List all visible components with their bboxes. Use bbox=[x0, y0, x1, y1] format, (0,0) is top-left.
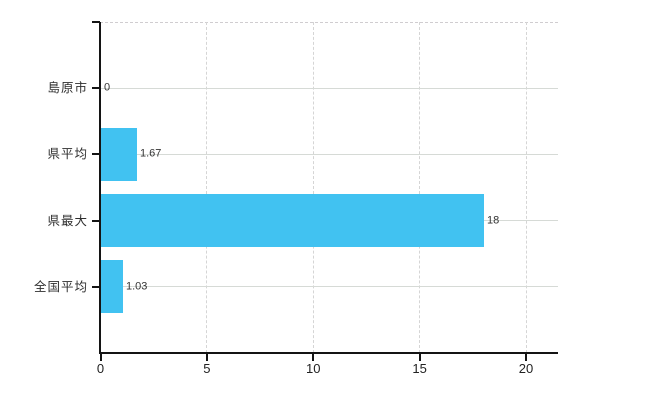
x-axis-tick bbox=[205, 354, 208, 361]
x-tick-label: 20 bbox=[518, 361, 534, 376]
y-gridline bbox=[101, 87, 558, 89]
bar-value-label: 0 bbox=[104, 81, 111, 94]
y-axis-top-tick bbox=[91, 21, 100, 23]
x-axis-tick bbox=[99, 354, 102, 361]
category-label: 島原市 bbox=[47, 80, 88, 95]
y-gridline bbox=[101, 286, 558, 288]
y-axis-tick bbox=[91, 219, 100, 222]
bar bbox=[101, 194, 484, 248]
x-gridline bbox=[206, 22, 208, 353]
x-axis-line bbox=[98, 352, 558, 354]
y-axis-tick bbox=[91, 285, 100, 288]
bar-value-label: 18 bbox=[487, 214, 500, 227]
category-label: 県平均 bbox=[47, 147, 88, 162]
x-gridline bbox=[312, 22, 314, 353]
y-axis-line bbox=[98, 22, 101, 354]
x-tick-label: 0 bbox=[96, 361, 105, 376]
bar bbox=[101, 127, 137, 181]
plot-top-border bbox=[99, 22, 558, 23]
category-label: 県最大 bbox=[47, 213, 88, 228]
x-axis-tick bbox=[525, 354, 527, 361]
bar-value-label: 1.03 bbox=[126, 280, 148, 293]
x-gridline bbox=[419, 22, 421, 353]
category-label: 全国平均 bbox=[33, 279, 88, 294]
x-gridline bbox=[525, 22, 527, 353]
y-axis-tick bbox=[91, 87, 100, 90]
x-tick-label: 10 bbox=[306, 361, 321, 376]
bar bbox=[101, 260, 123, 314]
y-gridline bbox=[101, 153, 558, 155]
x-axis-tick bbox=[418, 354, 421, 361]
y-axis-tick bbox=[91, 153, 100, 156]
x-axis-tick bbox=[312, 354, 315, 361]
x-tick-label: 15 bbox=[412, 361, 427, 376]
bar-value-label: 1.67 bbox=[140, 147, 162, 160]
x-tick-label: 5 bbox=[203, 361, 211, 376]
